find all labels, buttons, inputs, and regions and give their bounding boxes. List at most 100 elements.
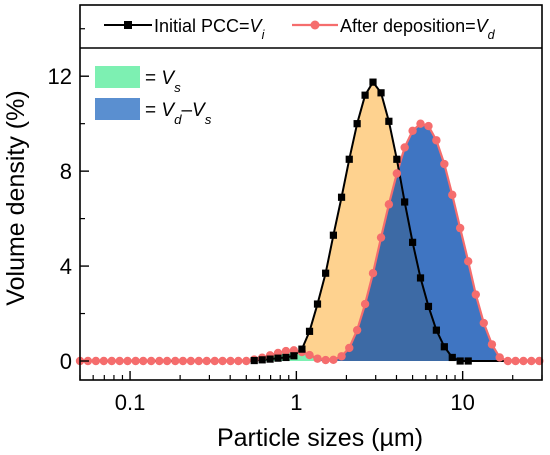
point-initial-pcc [448,353,456,362]
axes: 0.1 1 10 0 4 8 12 [48,4,543,415]
legend-label-vs: = Vs [145,68,181,95]
area-legend: = Vs = Vd–Vs [95,66,212,127]
point-after-deposition [384,200,394,209]
point-after-deposition [171,356,180,366]
x-tick-label: 10 [450,390,474,415]
point-after-deposition [242,356,251,366]
point-initial-pcc [456,357,464,365]
y-tick-label: 4 [60,254,72,279]
y-tick-label: 0 [60,349,72,374]
point-after-deposition [194,356,203,366]
legend-swatch-vd-vs [95,98,140,120]
point-after-deposition [503,356,513,366]
legend-marker-initial-pcc [124,21,132,29]
point-after-deposition [313,354,322,363]
point-after-deposition [281,346,291,356]
legend-label-vd-vs: = Vd–Vs [145,100,212,127]
legend-label-after-deposition: After deposition=Vd [340,16,496,42]
point-after-deposition [210,356,219,366]
point-initial-pcc [416,274,425,282]
legend-marker-after-deposition [310,20,320,30]
point-after-deposition [376,233,386,242]
point-initial-pcc [432,326,440,334]
point-after-deposition [123,356,132,366]
point-after-deposition [147,356,156,366]
y-tick-label: 8 [60,159,72,184]
legend-label-initial-pcc: Initial PCC=Vi [154,16,266,42]
point-initial-pcc [369,78,377,86]
point-initial-pcc [322,269,330,277]
point-after-deposition [424,121,433,131]
point-after-deposition [448,190,457,200]
x-tick-label: 1 [290,390,302,415]
point-initial-pcc [385,117,393,125]
point-after-deposition [455,223,465,233]
point-after-deposition [519,356,528,366]
point-initial-pcc [440,343,448,351]
point-initial-pcc [329,231,337,239]
point-after-deposition [139,356,148,366]
point-after-deposition [479,318,488,328]
point-initial-pcc [361,91,369,99]
point-initial-pcc [274,354,282,362]
point-after-deposition [408,126,417,135]
point-initial-pcc [464,357,472,365]
point-initial-pcc [290,352,298,360]
point-initial-pcc [353,120,361,128]
y-axis-title: Volume density (%) [2,90,30,305]
point-after-deposition [487,340,497,349]
point-initial-pcc [337,193,346,201]
point-after-deposition [416,119,425,128]
point-after-deposition [400,143,409,152]
deposited-area [80,123,540,362]
point-initial-pcc [258,356,266,364]
point-after-deposition [131,356,140,366]
point-after-deposition [337,352,346,361]
point-after-deposition [464,257,473,266]
x-axis-title: Particle sizes (µm) [217,424,423,452]
overlap-area [80,173,540,362]
point-after-deposition [91,356,101,366]
point-initial-pcc [305,327,314,335]
point-after-deposition [115,356,124,366]
point-after-deposition [440,159,449,169]
point-after-deposition [527,356,536,366]
point-initial-pcc [424,302,433,311]
x-tick-label: 0.1 [115,390,146,415]
legend: Initial PCC=Vi After deposition=Vd [80,16,542,49]
y-tick-label: 12 [48,64,72,89]
point-after-deposition [155,356,164,366]
point-after-deposition [99,356,108,366]
plot-area [75,78,544,366]
point-initial-pcc [377,89,385,97]
point-after-deposition [329,355,338,365]
point-after-deposition [186,356,196,366]
point-initial-pcc [266,355,274,363]
point-after-deposition [321,355,330,365]
point-initial-pcc [345,155,353,163]
point-initial-pcc [298,345,306,353]
point-after-deposition [234,356,243,366]
point-initial-pcc [393,155,401,163]
point-initial-pcc [313,300,322,308]
point-after-deposition [162,356,172,366]
point-initial-pcc [409,238,417,246]
point-after-deposition [178,356,188,366]
point-after-deposition [202,356,211,366]
point-initial-pcc [250,356,258,365]
point-after-deposition [107,356,116,366]
point-after-deposition [352,325,362,335]
plot-frame [79,4,543,381]
point-after-deposition [432,136,441,145]
point-initial-pcc [282,353,290,362]
point-after-deposition [511,356,520,366]
legend-swatch-vs [95,66,140,88]
point-after-deposition [495,353,504,362]
point-after-deposition [218,356,227,366]
point-after-deposition [360,299,370,309]
point-after-deposition [305,350,314,360]
point-after-deposition [368,269,378,278]
point-after-deposition [471,290,481,299]
point-after-deposition [226,356,235,366]
